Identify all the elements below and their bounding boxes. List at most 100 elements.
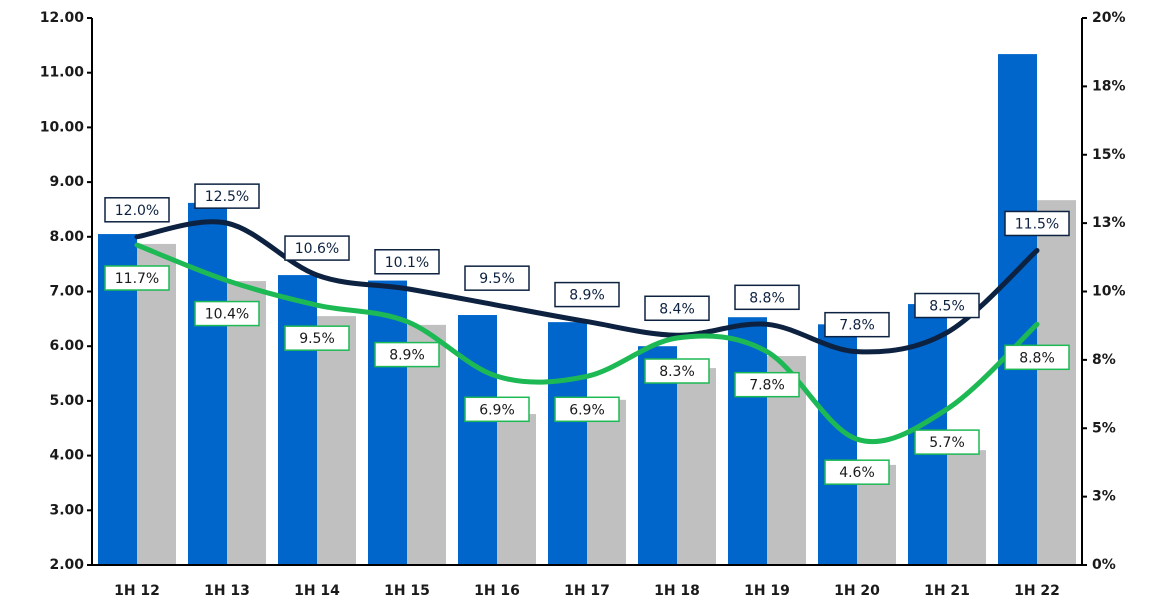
label-box	[1004, 210, 1070, 237]
y2-tick-label: 10%	[1092, 284, 1126, 300]
y-tick-label: 11.00	[40, 65, 85, 81]
value-label: 12.5%	[194, 183, 260, 209]
x-tick-label: 1H 13	[204, 583, 250, 599]
label-box	[104, 197, 170, 223]
x-tick-label: 1H 19	[744, 583, 790, 599]
bar	[497, 414, 536, 565]
value-label-text: 8.9%	[389, 348, 425, 364]
value-label-text: 7.8%	[839, 318, 875, 334]
y-tick-label: 8.00	[49, 229, 84, 245]
value-label-text: 12.5%	[205, 189, 249, 205]
value-label-text: 8.3%	[659, 364, 695, 380]
bar	[587, 399, 626, 565]
value-label-text: 9.5%	[299, 331, 335, 347]
value-label: 7.8%	[734, 371, 800, 398]
value-label-text: 4.6%	[839, 465, 875, 481]
value-label-text: 8.9%	[569, 288, 605, 304]
label-box	[914, 429, 980, 455]
value-label: 5.7%	[914, 429, 980, 455]
y2-tick-label: 20%	[1092, 10, 1126, 26]
value-label-text: 6.9%	[479, 402, 515, 418]
y-tick-label: 9.00	[49, 174, 84, 190]
value-label: 9.5%	[284, 325, 350, 351]
value-label: 8.5%	[914, 292, 980, 319]
label-box	[284, 235, 350, 261]
value-label-text: 8.4%	[659, 301, 695, 317]
value-label: 8.9%	[374, 341, 440, 368]
y2-tick-label: 5%	[1092, 420, 1116, 436]
value-label-text: 7.8%	[749, 378, 785, 394]
label-box	[734, 371, 800, 398]
bar	[317, 316, 356, 565]
bar	[1037, 200, 1076, 565]
y2-tick-label: 0%	[1092, 557, 1116, 573]
value-label: 6.9%	[554, 396, 620, 423]
y2-tick-label: 3%	[1092, 489, 1116, 505]
line	[134, 242, 1040, 445]
bar	[137, 243, 176, 565]
bar	[548, 322, 587, 565]
value-label: 8.8%	[1004, 344, 1070, 371]
y-tick-label: 4.00	[49, 448, 84, 464]
value-label-text: 11.7%	[115, 271, 159, 287]
bar	[227, 281, 266, 565]
x-tick-label: 1H 14	[294, 583, 340, 599]
x-tick-label: 1H 21	[924, 583, 970, 599]
label-box	[194, 183, 260, 209]
bar	[998, 54, 1037, 566]
value-label: 10.6%	[284, 235, 350, 261]
bar	[947, 450, 986, 565]
label-box	[824, 311, 890, 338]
x-tick-label: 1H 16	[474, 583, 520, 599]
bar	[677, 368, 716, 565]
x-tick-label: 1H 12	[114, 583, 160, 599]
y-tick-label: 10.00	[40, 119, 85, 135]
value-label: 6.9%	[464, 396, 530, 423]
label-box	[824, 459, 890, 485]
x-tick-label: 1H 18	[654, 583, 700, 599]
value-label-text: 11.5%	[1015, 216, 1059, 232]
label-box	[914, 292, 980, 319]
label-box	[284, 325, 350, 351]
value-label-text: 10.4%	[205, 307, 249, 323]
bar	[818, 324, 857, 565]
bar	[368, 280, 407, 565]
y-tick-label: 12.00	[40, 10, 85, 26]
x-tick-label: 1H 17	[564, 583, 610, 599]
y2-tick-label: 13%	[1092, 215, 1126, 231]
value-label-text: 9.5%	[479, 271, 515, 287]
y2-tick-label: 8%	[1092, 352, 1116, 368]
value-label: 11.5%	[1004, 210, 1070, 237]
x-tick-label: 1H 22	[1014, 583, 1060, 599]
label-box	[734, 284, 800, 311]
value-label: 8.4%	[644, 295, 710, 322]
value-label: 7.8%	[824, 311, 890, 338]
value-label-text: 10.1%	[385, 255, 429, 271]
label-box	[464, 396, 530, 423]
value-label: 10.4%	[194, 300, 260, 327]
value-label-text: 8.5%	[929, 299, 965, 315]
y2-tick-label: 18%	[1092, 78, 1126, 94]
value-label: 11.7%	[104, 265, 170, 291]
label-box	[1004, 344, 1070, 371]
bar	[278, 275, 317, 565]
value-label-text: 12.0%	[115, 203, 159, 219]
value-label-text: 8.8%	[1019, 350, 1055, 366]
value-label: 12.0%	[104, 197, 170, 223]
label-box	[644, 295, 710, 322]
value-label: 8.3%	[644, 358, 710, 384]
value-label-text: 10.6%	[295, 241, 339, 257]
y-tick-label: 2.00	[49, 557, 84, 573]
label-box	[464, 265, 530, 291]
x-tick-label: 1H 15	[384, 583, 430, 599]
label-box	[194, 300, 260, 327]
label-box	[554, 281, 620, 308]
bar	[458, 315, 497, 565]
value-label-text: 6.9%	[569, 402, 605, 418]
x-tick-label: 1H 20	[834, 583, 880, 599]
y-tick-label: 3.00	[49, 502, 84, 518]
value-label: 8.9%	[554, 281, 620, 308]
label-box	[644, 358, 710, 384]
value-label: 8.8%	[734, 284, 800, 311]
